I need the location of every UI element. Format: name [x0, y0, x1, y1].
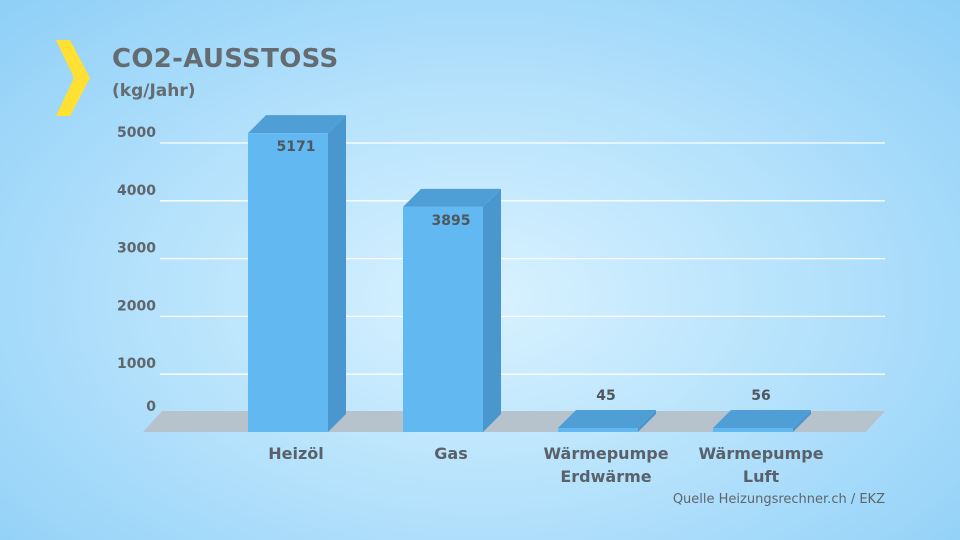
y-tick-label: 5000 — [117, 125, 156, 141]
bar-front — [248, 133, 328, 432]
bar-side — [793, 410, 811, 432]
bar-front — [558, 428, 638, 432]
x-axis: Heizöl Gas Wärmepumpe Erdwärme Wärmepumpe Luf… — [268, 444, 823, 486]
bars: 5171 3895 45 56 — [248, 115, 811, 432]
y-tick-label: 2000 — [117, 298, 156, 314]
bar-side — [483, 188, 501, 432]
category-label: Gas — [434, 444, 467, 463]
y-tick-label: 3000 — [117, 241, 156, 257]
data-label: 3895 — [432, 213, 471, 229]
bar-top — [403, 188, 501, 207]
data-label: 56 — [751, 388, 770, 404]
bar-side — [638, 410, 656, 432]
chart-subtitle: (kg/Jahr) — [112, 81, 196, 101]
chevron-icon — [56, 40, 90, 116]
data-label: 45 — [596, 388, 615, 404]
y-tick-label: 0 — [146, 399, 156, 415]
bar-top — [713, 410, 811, 428]
y-tick-label: 4000 — [117, 183, 156, 199]
bar-front — [713, 428, 793, 432]
y-tick-label: 1000 — [117, 356, 156, 372]
bar-side — [328, 115, 346, 432]
bar-front — [403, 206, 483, 432]
bar: 5171 — [248, 115, 346, 432]
chart-title: CO2-AUSSTOSS — [112, 44, 339, 74]
bar: 3895 — [403, 188, 501, 432]
category-label: Wärmepumpe — [543, 444, 668, 463]
y-axis: 0 1000 2000 3000 4000 5000 — [117, 125, 156, 415]
category-label: Wärmepumpe — [698, 444, 823, 463]
category-label: Heizöl — [268, 444, 324, 463]
bar: 56 — [713, 388, 811, 432]
source-note: Quelle Heizungsrechner.ch / EKZ — [672, 492, 885, 507]
bar-top — [248, 115, 346, 134]
bar-top — [558, 410, 656, 428]
data-label: 5171 — [277, 139, 316, 155]
category-label: Luft — [743, 467, 780, 486]
bar: 45 — [558, 388, 656, 432]
category-label: Erdwärme — [560, 467, 651, 486]
